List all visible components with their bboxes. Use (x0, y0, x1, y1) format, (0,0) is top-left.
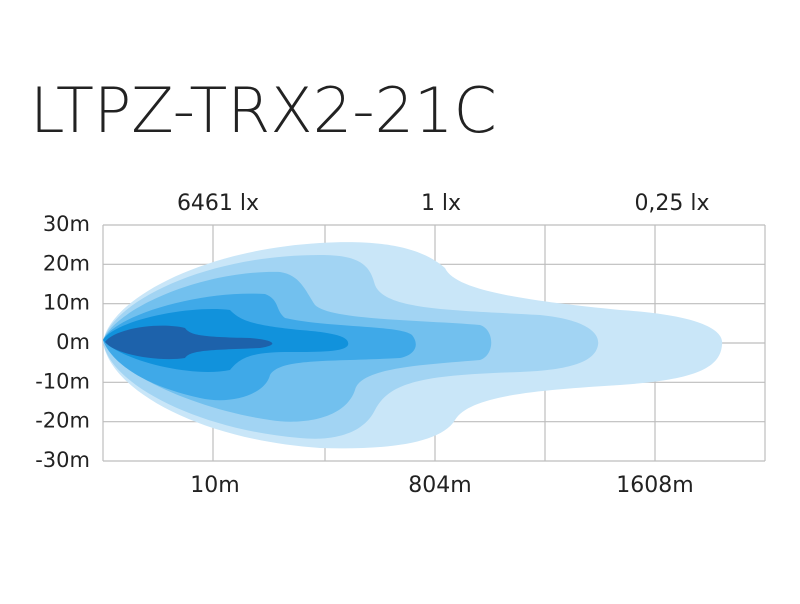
y-label: 20m (43, 251, 90, 275)
y-label: -30m (35, 448, 90, 472)
y-label: -10m (35, 369, 90, 393)
distance-label: 804m (408, 473, 471, 498)
y-label: 0m (56, 330, 90, 354)
beam (103, 242, 723, 449)
labels: 30m 20m 10m 0m -10m -20m -30m 6461 lx 1 lx 0,25 l… (35, 191, 709, 498)
y-label: 30m (43, 212, 90, 236)
y-label: -20m (35, 409, 90, 433)
y-label: 10m (43, 291, 90, 315)
beam-zone (105, 325, 273, 360)
lux-label: 6461 lx (177, 191, 259, 216)
lux-label: 1 lx (421, 191, 461, 216)
distance-label: 10m (190, 473, 239, 498)
title: LTPZ-TRX2-21C (30, 74, 497, 147)
lux-label: 0,25 lx (634, 191, 709, 216)
distance-label: 1608m (616, 473, 693, 498)
